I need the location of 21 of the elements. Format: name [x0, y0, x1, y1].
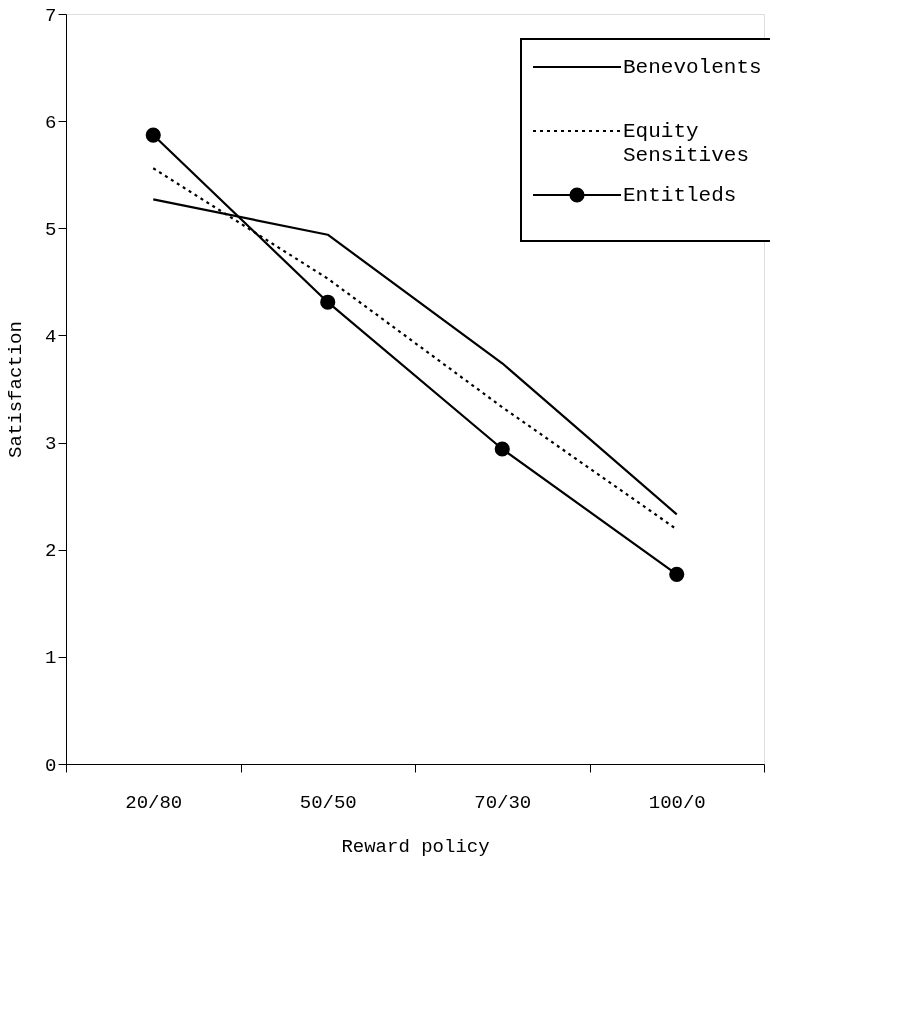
y-axis-title: Satisfaction — [5, 321, 28, 458]
y-tick-label: 1 — [45, 647, 57, 670]
y-tick-label: 0 — [45, 754, 57, 777]
legend-label: Benevolents — [623, 56, 762, 79]
legend-label: Equity Sensitives — [623, 120, 750, 167]
legend-label: Entitleds — [623, 184, 737, 207]
x-tick-label: 70/30 — [474, 791, 532, 814]
point — [494, 441, 510, 457]
x-axis-title: Reward policy — [341, 835, 490, 858]
y-tick-label: 5 — [45, 218, 57, 241]
y-tick-label: 6 — [45, 111, 57, 134]
y-tick-label: 7 — [45, 4, 57, 27]
x-tick-label: 100/0 — [648, 791, 706, 814]
x-tick-label: 20/80 — [125, 791, 183, 814]
y-tick-label: 2 — [45, 540, 57, 563]
point — [669, 566, 685, 582]
y-tick-label: 3 — [45, 433, 57, 456]
point — [320, 294, 336, 310]
x-tick-label: 50/50 — [299, 791, 357, 814]
point — [145, 127, 161, 143]
y-tick-label: 4 — [45, 325, 57, 348]
